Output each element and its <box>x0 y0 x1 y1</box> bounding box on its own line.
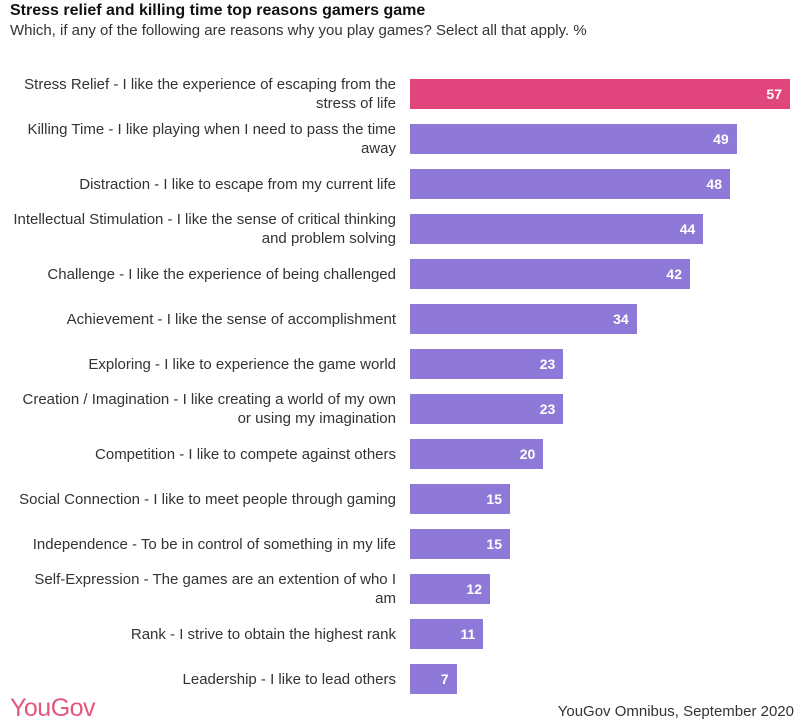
category-label: Rank - I strive to obtain the highest ra… <box>130 625 396 643</box>
bar <box>410 439 544 469</box>
category-label: Self-Expression - The games are an exten… <box>34 571 396 607</box>
category-label: Creation / Imagination - I like creating… <box>22 391 397 427</box>
chart-title: Stress relief and killing time top reaso… <box>10 2 426 19</box>
bar <box>410 259 690 289</box>
source-note: YouGov Omnibus, September 2020 <box>557 703 794 720</box>
bar <box>410 79 790 109</box>
value-label: 48 <box>706 176 722 192</box>
bar <box>410 619 484 649</box>
category-label: Stress Relief - I like the experience of… <box>24 76 396 112</box>
value-label: 12 <box>466 581 482 597</box>
value-label: 23 <box>539 401 556 417</box>
category-label: Social Connection - I like to meet peopl… <box>19 490 396 508</box>
value-label: 11 <box>460 626 476 642</box>
chart-subtitle: Which, if any of the following are reaso… <box>10 22 587 39</box>
bar <box>410 394 564 424</box>
value-label: 20 <box>519 446 536 462</box>
category-label: Competition - I like to compete against … <box>95 445 396 463</box>
category-label: Killing Time - I like playing when I nee… <box>27 121 396 157</box>
bar <box>410 214 704 244</box>
category-label: Intellectual Stimulation - I like the se… <box>13 211 396 247</box>
category-label: Distraction - I like to escape from my c… <box>79 175 396 193</box>
bar <box>410 349 564 379</box>
value-label: 44 <box>679 221 696 237</box>
category-label: Exploring - I like to experience the gam… <box>88 355 396 373</box>
category-label: Achievement - I like the sense of accomp… <box>66 310 396 328</box>
value-label: 7 <box>440 671 449 687</box>
value-label: 49 <box>713 131 729 147</box>
bar <box>410 529 510 559</box>
category-label: Leadership - I like to lead others <box>182 670 396 688</box>
bar <box>410 169 730 199</box>
yougov-logo: YouGov <box>10 694 96 722</box>
bar <box>410 124 737 154</box>
value-label: 57 <box>766 86 782 102</box>
category-label: Challenge - I like the experience of bei… <box>47 265 396 283</box>
value-label: 15 <box>486 536 502 552</box>
bar <box>410 664 457 694</box>
value-label: 34 <box>613 311 629 327</box>
bar <box>410 304 637 334</box>
value-label: 23 <box>539 356 556 372</box>
value-label: 15 <box>486 491 502 507</box>
category-label: Independence - To be in control of somet… <box>32 535 396 553</box>
bar <box>410 574 490 604</box>
bar <box>410 484 510 514</box>
value-label: 42 <box>666 266 682 282</box>
